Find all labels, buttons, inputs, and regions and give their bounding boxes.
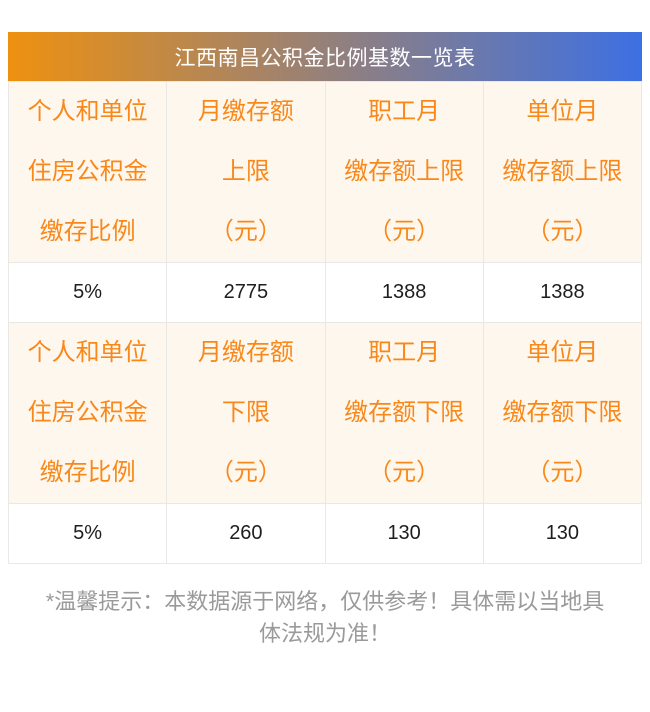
value-cell-employer-upper: 1388 — [482, 262, 643, 323]
value-cell-monthly-lower: 260 — [166, 503, 326, 564]
header-line: 单位月 — [526, 339, 599, 366]
disclaimer-line: 体法规为准！ — [258, 621, 391, 646]
header-line: 住房公积金 — [27, 399, 148, 426]
header-line: 上限 — [221, 158, 270, 185]
disclaimer-note: *温馨提示：本数据源于网络，仅供参考！具体需以当地具 体法规为准！ — [20, 586, 630, 650]
provident-fund-table-card: 江西南昌公积金比例基数一览表 个人和单位 住房公积金 缴存比例 月缴存额 上限 … — [7, 32, 643, 564]
header-cell-employee-upper: 职工月 缴存额上限 （元） — [324, 81, 484, 263]
header-line: 缴存比例 — [39, 459, 136, 486]
header-cell-monthly-lower: 月缴存额 下限 （元） — [166, 322, 326, 504]
header-line: 月缴存额 — [197, 339, 294, 366]
value-cell-monthly-upper: 2775 — [166, 262, 326, 323]
header-line: 缴存比例 — [39, 218, 136, 245]
value-cell-ratio-upper: 5% — [7, 262, 168, 323]
header-line: 缴存额上限 — [502, 158, 623, 185]
header-line: 缴存额上限 — [344, 158, 465, 185]
table-title-bar: 江西南昌公积金比例基数一览表 — [8, 32, 642, 81]
header-line: （元） — [209, 218, 282, 245]
header-line: 缴存额下限 — [344, 399, 465, 426]
header-row-upper-limit: 个人和单位 住房公积金 缴存比例 月缴存额 上限 （元） 职工月 缴存额上限 （… — [7, 81, 643, 263]
header-cell-ratio: 个人和单位 住房公积金 缴存比例 — [7, 81, 168, 263]
header-line: （元） — [209, 459, 282, 486]
disclaimer-line: *温馨提示：本数据源于网络，仅供参考！具体需以当地具 — [45, 589, 605, 614]
value-row-upper-limit: 5% 2775 1388 1388 — [7, 262, 643, 323]
header-line: 住房公积金 — [27, 158, 148, 185]
header-line: 单位月 — [526, 98, 599, 125]
table-title: 江西南昌公积金比例基数一览表 — [174, 46, 476, 70]
value-cell-employee-lower: 130 — [324, 503, 484, 564]
header-cell-employer-lower: 单位月 缴存额下限 （元） — [482, 322, 643, 504]
header-line: 职工月 — [368, 339, 441, 366]
infographic-page: 江西南昌公积金比例基数一览表 个人和单位 住房公积金 缴存比例 月缴存额 上限 … — [0, 32, 650, 712]
header-row-lower-limit: 个人和单位 住房公积金 缴存比例 月缴存额 下限 （元） 职工月 缴存额下限 （… — [7, 322, 643, 504]
header-line: （元） — [526, 459, 599, 486]
header-cell-employee-lower: 职工月 缴存额下限 （元） — [324, 322, 484, 504]
value-row-lower-limit: 5% 260 130 130 — [7, 503, 643, 564]
provident-fund-table: 个人和单位 住房公积金 缴存比例 月缴存额 上限 （元） 职工月 缴存额上限 （… — [7, 81, 643, 564]
header-line: 月缴存额 — [197, 98, 294, 125]
header-line: 下限 — [221, 399, 270, 426]
value-cell-employee-upper: 1388 — [324, 262, 484, 323]
value-cell-ratio-lower: 5% — [7, 503, 168, 564]
header-line: 个人和单位 — [27, 339, 148, 366]
header-line: 职工月 — [368, 98, 441, 125]
header-line: （元） — [368, 218, 441, 245]
header-line: 缴存额下限 — [502, 399, 623, 426]
header-cell-employer-upper: 单位月 缴存额上限 （元） — [482, 81, 643, 263]
value-cell-employer-lower: 130 — [482, 503, 643, 564]
header-cell-monthly-upper: 月缴存额 上限 （元） — [166, 81, 326, 263]
header-line: 个人和单位 — [27, 98, 148, 125]
header-line: （元） — [526, 218, 599, 245]
header-line: （元） — [368, 459, 441, 486]
header-cell-ratio-2: 个人和单位 住房公积金 缴存比例 — [7, 322, 168, 504]
